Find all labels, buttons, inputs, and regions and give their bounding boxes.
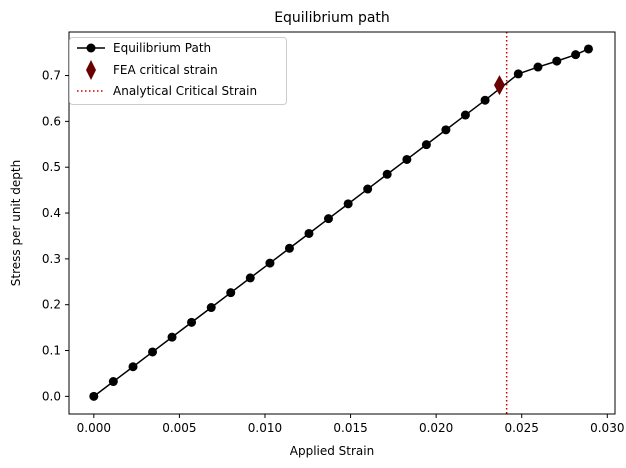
y-tick-label: 0.0 <box>42 389 61 403</box>
data-point <box>167 332 177 342</box>
axes-frame <box>68 31 616 415</box>
legend-label-equilibrium: Equilibrium Path <box>113 41 211 55</box>
x-tick-label: 0.025 <box>505 421 539 435</box>
y-tick-label: 0.2 <box>42 298 61 312</box>
data-point <box>363 184 373 194</box>
y-axis-label: Stress per unit depth <box>9 160 23 286</box>
data-point <box>533 62 543 72</box>
plot-area <box>89 32 593 414</box>
data-point <box>480 95 490 105</box>
y-tick-label: 0.5 <box>42 160 61 174</box>
legend-label-analytical: Analytical Critical Strain <box>113 84 257 98</box>
x-tick-label: 0.020 <box>419 421 453 435</box>
data-point <box>323 214 333 224</box>
data-point <box>441 125 451 135</box>
data-point <box>513 69 523 79</box>
series-layer <box>89 44 593 401</box>
legend-marker-fea <box>86 60 96 80</box>
legend-label-fea: FEA critical strain <box>113 63 218 77</box>
data-point <box>265 258 275 268</box>
x-tick-label: 0.005 <box>162 421 196 435</box>
x-axis-label: Applied Strain <box>290 444 374 458</box>
fea-layer <box>493 75 505 96</box>
data-point <box>421 140 431 150</box>
x-tick-label: 0.015 <box>333 421 367 435</box>
data-point <box>108 377 118 387</box>
y-tick-label: 0.7 <box>42 69 61 83</box>
x-tick-label: 0.000 <box>77 421 111 435</box>
data-point <box>245 273 255 283</box>
y-tick-label: 0.6 <box>42 114 61 128</box>
data-point <box>571 50 581 60</box>
data-point <box>402 154 412 164</box>
data-point <box>382 169 392 179</box>
data-point <box>460 110 470 120</box>
legend: Equilibrium Path FEA critical strain Ana… <box>69 37 287 105</box>
data-point <box>89 391 99 401</box>
data-point <box>206 303 216 313</box>
data-point <box>343 199 353 209</box>
data-point <box>552 56 562 66</box>
data-point <box>187 317 197 327</box>
chart-title: Equilibrium path <box>274 10 390 26</box>
data-point <box>148 347 158 357</box>
x-tick-label: 0.010 <box>248 421 282 435</box>
data-point <box>304 228 314 238</box>
y-tick-label: 0.3 <box>42 252 61 266</box>
legend-marker-equilibrium <box>86 43 96 53</box>
y-axis-ticks: 0.0 0.1 0.2 0.3 0.4 0.5 0.6 0.7 <box>42 69 69 403</box>
fea-critical-point <box>493 75 505 96</box>
legend-box <box>69 37 287 105</box>
data-point <box>226 288 236 298</box>
data-point <box>128 362 138 372</box>
y-tick-label: 0.1 <box>42 344 61 358</box>
y-tick-label: 0.4 <box>42 206 61 220</box>
x-tick-label: 0.030 <box>590 421 624 435</box>
data-point <box>583 44 593 54</box>
data-point <box>284 243 294 253</box>
x-axis-ticks: 0.000 0.005 0.010 0.015 0.020 0.025 0.030 <box>77 414 624 435</box>
